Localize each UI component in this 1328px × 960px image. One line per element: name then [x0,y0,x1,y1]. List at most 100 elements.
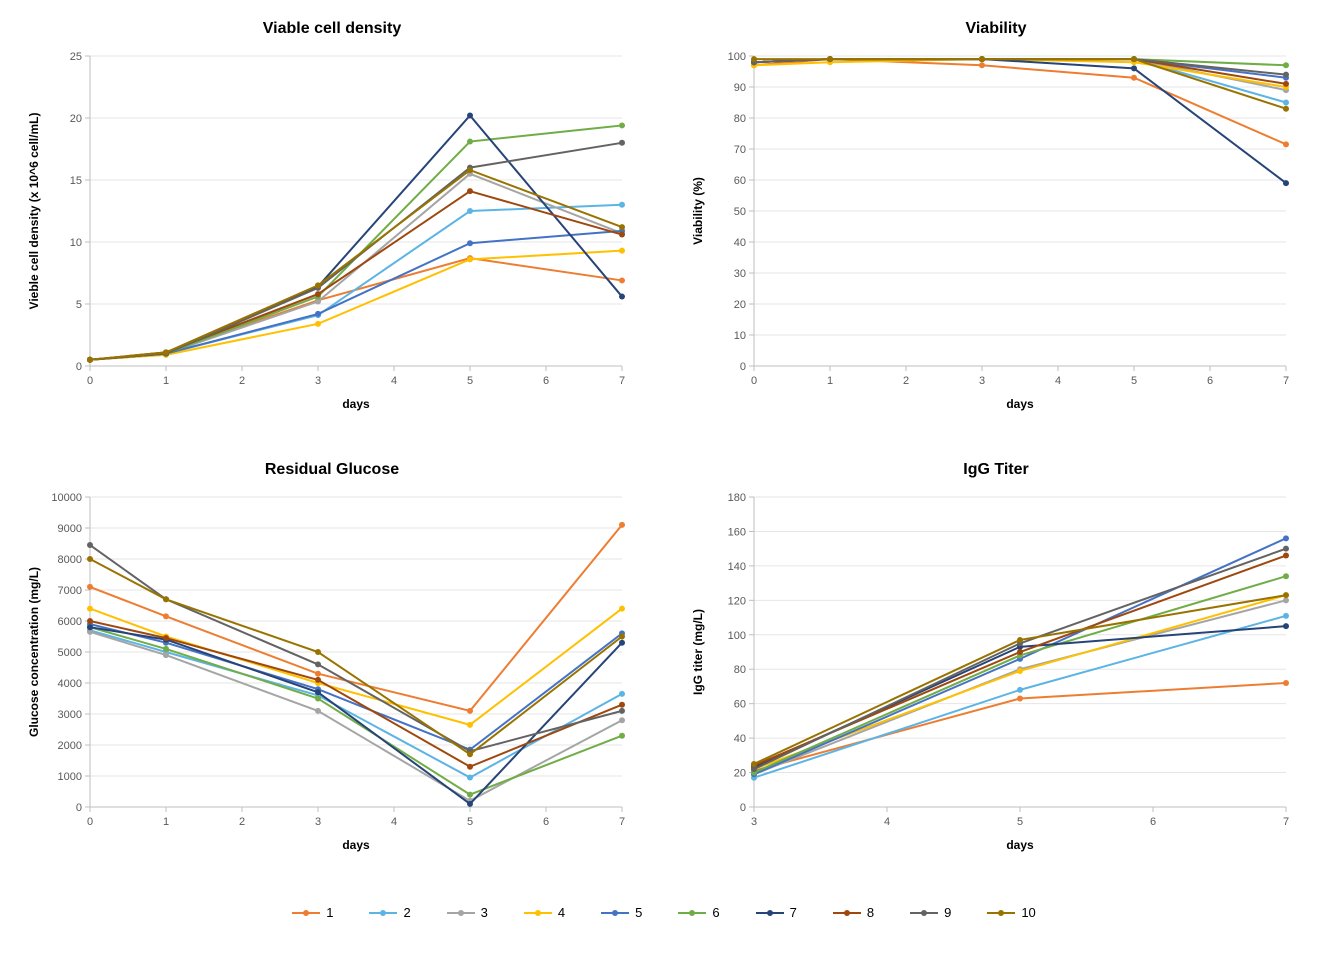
legend-swatch [987,907,1015,919]
svg-text:5: 5 [467,375,473,387]
svg-text:0: 0 [751,375,757,387]
legend-swatch [369,907,397,919]
svg-text:0: 0 [76,361,82,373]
legend-label: 9 [944,905,951,920]
chart-grid: Viable cell density 051015202501234567da… [20,20,1308,920]
svg-text:3: 3 [751,816,757,828]
svg-text:5: 5 [76,299,82,311]
svg-text:3: 3 [979,375,985,387]
svg-text:days: days [1006,838,1034,852]
legend-label: 3 [481,905,488,920]
chart-title-vcd: Viable cell density [20,20,644,38]
svg-text:40: 40 [734,733,746,745]
legend-item-5: 5 [601,905,642,920]
chart-title-glucose: Residual Glucose [20,461,644,479]
svg-text:0: 0 [740,802,746,814]
svg-text:days: days [342,838,370,852]
svg-text:2000: 2000 [58,740,82,752]
legend-item-7: 7 [756,905,797,920]
svg-text:6: 6 [543,816,549,828]
svg-text:7: 7 [619,375,625,387]
legend-item-6: 6 [678,905,719,920]
svg-text:30: 30 [734,268,746,280]
chart-title-titer: IgG Titer [684,461,1308,479]
svg-text:60: 60 [734,175,746,187]
legend-swatch [524,907,552,919]
legend-item-10: 10 [987,905,1035,920]
svg-text:7000: 7000 [58,585,82,597]
svg-text:100: 100 [728,629,746,641]
svg-text:4: 4 [391,375,397,387]
svg-text:6: 6 [1150,816,1156,828]
svg-text:4: 4 [1055,375,1061,387]
chart-svg-viability: 010203040506070809010001234567daysViabil… [684,46,1304,416]
svg-text:8000: 8000 [58,554,82,566]
legend-label: 2 [403,905,410,920]
legend-label: 4 [558,905,565,920]
svg-text:0: 0 [87,816,93,828]
legend: 1 2 3 4 5 6 7 8 9 10 [20,901,1308,920]
svg-text:6: 6 [543,375,549,387]
svg-text:20: 20 [734,299,746,311]
chart-svg-glucose: 0100020003000400050006000700080009000100… [20,487,640,857]
legend-item-1: 1 [292,905,333,920]
legend-item-3: 3 [447,905,488,920]
svg-text:7: 7 [619,816,625,828]
svg-text:days: days [1006,397,1034,411]
svg-text:0: 0 [87,375,93,387]
svg-text:10000: 10000 [51,492,82,504]
svg-text:3000: 3000 [58,709,82,721]
chart-svg-vcd: 051015202501234567daysVieble cell densit… [20,46,640,416]
svg-text:3: 3 [315,375,321,387]
svg-text:60: 60 [734,698,746,710]
svg-text:5: 5 [1017,816,1023,828]
svg-text:1: 1 [827,375,833,387]
svg-text:50: 50 [734,206,746,218]
legend-swatch [601,907,629,919]
svg-text:80: 80 [734,113,746,125]
legend-label: 1 [326,905,333,920]
svg-text:0: 0 [740,361,746,373]
svg-text:0: 0 [76,802,82,814]
svg-text:Glucose concentration (mg/L): Glucose concentration (mg/L) [27,566,41,736]
chart-glucose: Residual Glucose 01000200030004000500060… [20,461,644,862]
legend-label: 8 [867,905,874,920]
svg-text:IgG titer (mg/L): IgG titer (mg/L) [691,609,705,695]
svg-text:10: 10 [734,330,746,342]
svg-text:180: 180 [728,492,746,504]
legend-label: 10 [1021,905,1035,920]
svg-text:5000: 5000 [58,647,82,659]
legend-item-9: 9 [910,905,951,920]
svg-text:120: 120 [728,595,746,607]
legend-swatch [292,907,320,919]
svg-text:2: 2 [239,375,245,387]
svg-text:Viability (%): Viability (%) [691,177,705,245]
svg-text:20: 20 [70,113,82,125]
svg-text:2: 2 [903,375,909,387]
svg-text:6000: 6000 [58,616,82,628]
svg-text:2: 2 [239,816,245,828]
legend-item-4: 4 [524,905,565,920]
legend-label: 5 [635,905,642,920]
legend-swatch [756,907,784,919]
svg-text:80: 80 [734,664,746,676]
svg-text:1: 1 [163,375,169,387]
chart-titer: IgG Titer 02040608010012014016018034567d… [684,461,1308,862]
svg-text:70: 70 [734,144,746,156]
svg-text:1000: 1000 [58,771,82,783]
svg-text:160: 160 [728,526,746,538]
svg-text:90: 90 [734,82,746,94]
svg-text:40: 40 [734,237,746,249]
svg-text:4000: 4000 [58,678,82,690]
svg-text:140: 140 [728,560,746,572]
legend-swatch [678,907,706,919]
legend-label: 6 [712,905,719,920]
svg-text:3: 3 [315,816,321,828]
svg-text:15: 15 [70,175,82,187]
svg-text:7: 7 [1283,816,1289,828]
svg-text:5: 5 [467,816,473,828]
svg-text:1: 1 [163,816,169,828]
legend-item-8: 8 [833,905,874,920]
svg-text:10: 10 [70,237,82,249]
svg-text:25: 25 [70,51,82,63]
